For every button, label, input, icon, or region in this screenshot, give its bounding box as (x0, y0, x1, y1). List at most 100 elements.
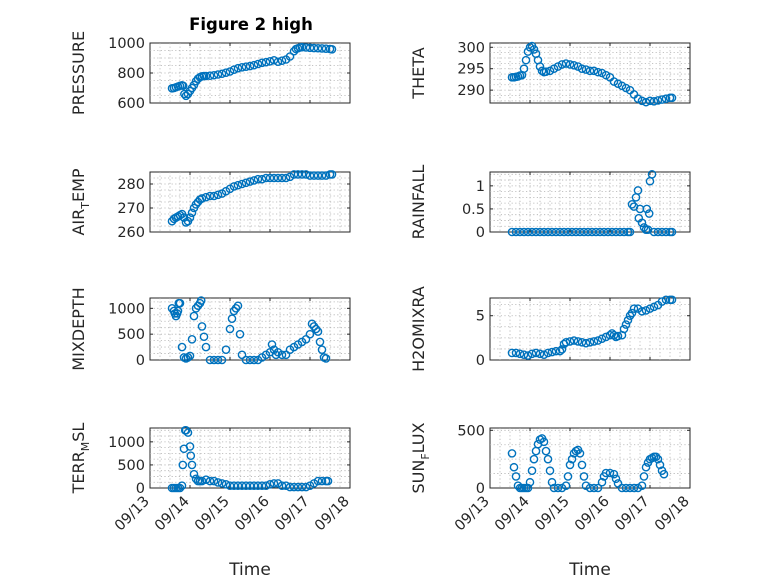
data-point (597, 477, 607, 487)
data-point (261, 173, 271, 183)
data-point (235, 329, 245, 339)
data-point (645, 96, 655, 106)
data-point (627, 308, 637, 318)
data-point (543, 348, 553, 358)
data-point (209, 70, 219, 80)
data-point (201, 475, 211, 484)
data-point (609, 469, 619, 479)
y-tick-label: 1 (476, 179, 485, 195)
data-point (241, 355, 251, 365)
data-point (257, 174, 267, 184)
data-point (571, 227, 581, 237)
data-point (293, 170, 303, 179)
data-point (637, 306, 647, 316)
data-point (225, 324, 235, 334)
data-point (277, 56, 287, 66)
data-point (621, 320, 631, 329)
data-point (245, 481, 255, 490)
data-point (217, 355, 227, 365)
subplot-6: 0 5 H2OMIXRA (409, 286, 691, 372)
y-tick-label: 300 (457, 40, 485, 56)
data-point (639, 472, 649, 481)
data-point (657, 297, 667, 306)
data-point (301, 482, 311, 492)
data-point (565, 337, 575, 346)
data-point (201, 342, 211, 352)
data-point (585, 337, 595, 347)
data-point (261, 481, 271, 490)
data-point (667, 227, 677, 237)
data-point (583, 227, 593, 237)
data-point (647, 170, 657, 179)
data-point (185, 442, 195, 451)
data-point (273, 173, 283, 183)
data-point (661, 227, 671, 237)
data-point (601, 468, 611, 478)
data-point (589, 66, 599, 76)
data-point (289, 170, 299, 179)
subplot-1: 600 800 1000 PRESSURE (69, 31, 351, 115)
data-point (269, 479, 279, 488)
data-point (509, 462, 519, 472)
data-point (515, 227, 525, 237)
data-point (327, 45, 337, 54)
y-tick-label: 295 (457, 62, 485, 78)
data-point (178, 81, 188, 91)
data-point (209, 191, 219, 201)
data-point (233, 180, 243, 190)
data-point (281, 481, 291, 490)
data-point (313, 476, 323, 486)
data-point (269, 55, 279, 65)
data-point (185, 213, 195, 222)
data-point (229, 182, 239, 191)
data-point (553, 483, 563, 493)
y-axis-label: H2OMIXRA (409, 286, 428, 372)
data-point (587, 227, 597, 237)
data-point (605, 330, 615, 340)
data-point (523, 227, 533, 237)
data-point (531, 227, 541, 237)
data-point (507, 227, 517, 237)
data-point (649, 227, 659, 237)
data-point (249, 60, 259, 70)
x-tick-label: 09/17 (612, 494, 653, 535)
data-point (559, 227, 569, 237)
data-point (529, 454, 539, 464)
data-point (225, 67, 235, 76)
data-point (267, 340, 277, 349)
data-point (249, 355, 259, 365)
data-point (655, 460, 665, 470)
data-point (621, 483, 631, 493)
data-point (565, 60, 575, 69)
y-axis-label: MIXDEPTH (69, 287, 88, 370)
data-point (535, 349, 545, 359)
data-point (241, 178, 251, 188)
data-point (178, 460, 188, 470)
data-point (539, 227, 549, 237)
data-point (539, 350, 549, 359)
data-point (567, 227, 577, 237)
data-point (317, 44, 327, 53)
data-point (585, 66, 595, 76)
data-point (205, 476, 215, 486)
y-axis-label: TERRMSL (69, 423, 92, 495)
data-point (273, 57, 283, 67)
data-point (519, 64, 529, 74)
data-point (227, 314, 237, 323)
data-point (201, 192, 211, 202)
x-axis-label: Time (228, 560, 271, 580)
data-point (555, 346, 565, 356)
y-axis-label: THETA (409, 47, 428, 99)
data-point (186, 451, 196, 460)
data-point (561, 481, 571, 490)
data-point (649, 302, 659, 312)
data-point (577, 337, 587, 347)
y-tick-label: 0 (136, 353, 145, 369)
data-point (197, 476, 207, 486)
data-point (547, 347, 557, 357)
y-tick-label: 0 (476, 481, 485, 497)
data-point (213, 355, 223, 365)
data-point (642, 204, 652, 214)
data-point (651, 452, 661, 462)
data-point (301, 43, 311, 52)
